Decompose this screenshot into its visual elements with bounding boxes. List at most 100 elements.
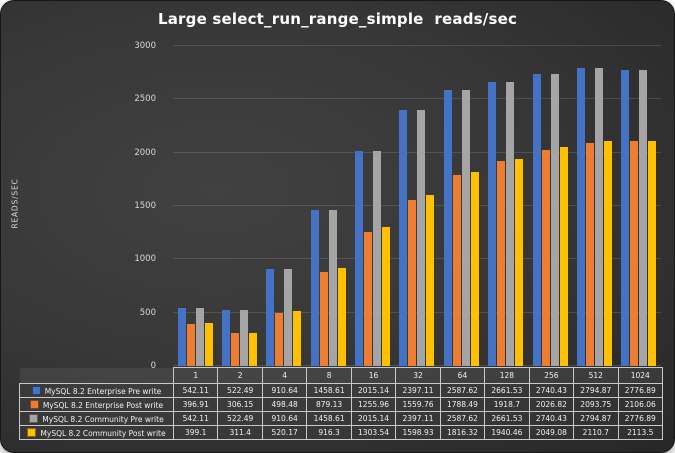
value-cell: 916.3 xyxy=(306,425,352,440)
value-cell: 2740.43 xyxy=(528,383,575,398)
bar xyxy=(576,67,585,366)
value-cell: 2587.62 xyxy=(439,411,486,426)
gridline xyxy=(173,205,661,206)
bar xyxy=(585,142,594,366)
value-cell: 522.49 xyxy=(217,383,263,398)
bar xyxy=(355,151,364,366)
value-cell: 2794.87 xyxy=(573,411,619,426)
bar xyxy=(231,333,240,366)
chart-title: Large select_run_range_simple reads/sec xyxy=(157,10,518,28)
bar xyxy=(364,232,373,366)
bar-group-4 xyxy=(262,46,306,366)
value-cell: 2113.5 xyxy=(617,425,663,440)
value-cell: 396.91 xyxy=(172,397,219,412)
gridline xyxy=(173,311,661,313)
bar-groups xyxy=(173,46,661,366)
bar xyxy=(497,161,506,366)
gridline xyxy=(173,258,661,260)
bar-group-32 xyxy=(395,46,439,366)
bar xyxy=(470,172,479,366)
bar xyxy=(532,73,541,366)
value-cell: 522.49 xyxy=(217,411,263,426)
value-cell: 520.17 xyxy=(261,425,308,440)
value-cell: 2740.43 xyxy=(528,411,575,426)
gridline xyxy=(173,151,661,153)
bar xyxy=(515,159,524,366)
value-cell: 2397.11 xyxy=(395,411,441,426)
value-cell: 1255.96 xyxy=(350,397,397,412)
plot-area xyxy=(173,45,661,366)
y-axis-tick-labels: 0 500 1000 1500 2000 2500 3000 xyxy=(119,41,165,371)
value-cell: 2776.89 xyxy=(617,383,663,398)
bar xyxy=(373,151,382,366)
table-row: MySQL 8.2 Enterprise Post write 396.91 306… xyxy=(19,397,663,412)
bar xyxy=(204,323,213,366)
category-header-cell: 64 xyxy=(439,367,486,384)
bar-group-256 xyxy=(528,46,572,366)
value-cell: 1303.54 xyxy=(350,425,397,440)
bar xyxy=(559,147,568,366)
y-axis-tick: 2500 xyxy=(134,94,156,105)
bar xyxy=(630,141,639,366)
series-name-cell: MySQL 8.2 Enterprise Pre write xyxy=(19,383,174,398)
value-cell: 2026.82 xyxy=(528,397,575,412)
bar-group-1 xyxy=(173,46,217,366)
value-cell: 1816.32 xyxy=(439,425,486,440)
bar-group-512 xyxy=(572,46,616,366)
value-cell: 1458.61 xyxy=(306,411,352,426)
value-cell: 311.4 xyxy=(217,425,263,440)
category-header-cell: 16 xyxy=(350,367,397,384)
value-cell: 2661.53 xyxy=(484,383,530,398)
category-header-cell: 2 xyxy=(217,367,263,384)
bar xyxy=(550,73,559,366)
table-header-row: 1 2 4 8 16 32 64 128 256 512 1024 xyxy=(19,367,663,384)
gridline xyxy=(173,98,661,100)
value-cell: 399.1 xyxy=(172,425,219,440)
value-cell: 2661.53 xyxy=(484,411,530,426)
category-header-cell: 1024 xyxy=(617,367,663,384)
value-cell: 2587.62 xyxy=(439,383,486,398)
gridline xyxy=(173,365,661,366)
bar xyxy=(319,272,328,366)
bar xyxy=(240,310,249,366)
bar xyxy=(399,110,408,366)
legend-key-icon xyxy=(31,385,41,395)
bar xyxy=(266,268,275,366)
y-axis-tick: 2000 xyxy=(134,147,156,158)
bar xyxy=(275,312,284,366)
category-header-cell: 128 xyxy=(484,367,530,384)
bar xyxy=(293,310,302,366)
legend-key-icon xyxy=(29,413,39,423)
category-header-cell: 256 xyxy=(528,367,575,384)
bar-group-16 xyxy=(350,46,394,366)
bar xyxy=(284,268,293,366)
bar xyxy=(621,69,630,366)
y-axis-tick: 0 xyxy=(150,361,156,371)
bar xyxy=(594,67,603,366)
series-name-cell: MySQL 8.2 Community Pre write xyxy=(19,411,174,426)
bar xyxy=(603,140,612,366)
value-cell: 2794.87 xyxy=(573,383,619,398)
legend-key-icon xyxy=(27,427,37,437)
bar xyxy=(195,308,204,366)
value-cell: 1598.93 xyxy=(395,425,441,440)
y-axis-tick: 500 xyxy=(139,307,156,318)
series-name: MySQL 8.2 Enterprise Pre write xyxy=(44,386,162,396)
series-name-cell: MySQL 8.2 Community Post write xyxy=(19,425,174,440)
bar xyxy=(452,175,461,366)
bar xyxy=(337,268,346,366)
y-axis-tick: 1000 xyxy=(134,254,156,265)
bar xyxy=(249,332,258,366)
value-cell: 879.13 xyxy=(306,397,352,412)
bar-group-1024 xyxy=(617,46,661,366)
value-cell: 2093.75 xyxy=(573,397,619,412)
value-cell: 1559.76 xyxy=(395,397,441,412)
bar xyxy=(506,82,515,366)
category-header-cell: 32 xyxy=(395,367,441,384)
bar xyxy=(648,140,657,366)
value-cell: 1788.49 xyxy=(439,397,486,412)
value-cell: 1940.46 xyxy=(484,425,530,440)
value-cell: 2397.11 xyxy=(395,383,441,398)
bar xyxy=(488,82,497,366)
